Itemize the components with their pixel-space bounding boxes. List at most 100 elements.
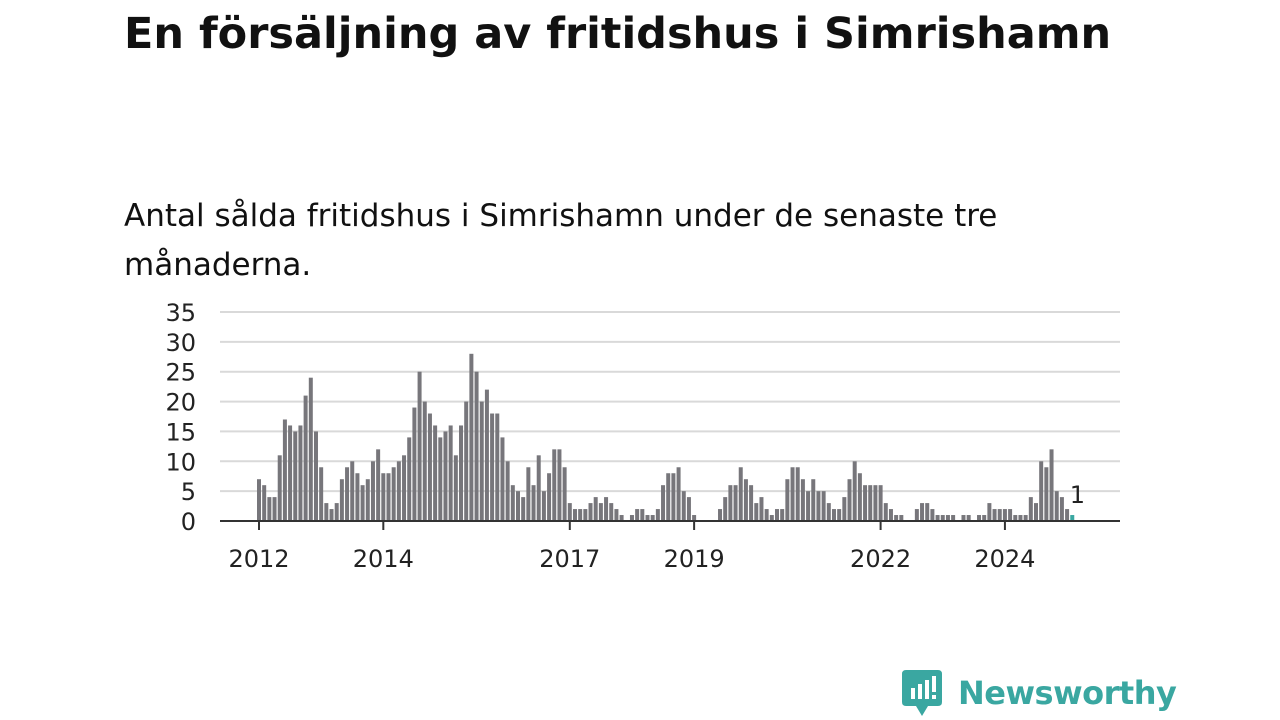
- bar: [775, 509, 779, 521]
- bar: [1049, 449, 1054, 521]
- y-tick-label: 5: [181, 478, 196, 506]
- bar: [484, 389, 489, 521]
- bar: [510, 485, 515, 521]
- bar: [1054, 491, 1059, 521]
- bar: [764, 509, 769, 521]
- bar: [267, 497, 272, 521]
- bar: [376, 449, 381, 521]
- bar: [402, 455, 407, 521]
- bar: [1065, 509, 1070, 521]
- bar: [661, 485, 666, 521]
- bar: [759, 497, 764, 521]
- bar: [780, 509, 785, 521]
- bar: [992, 509, 997, 521]
- bar: [319, 467, 324, 521]
- x-tick-label: 2017: [539, 545, 600, 573]
- bar: [277, 455, 282, 521]
- bar: [360, 485, 365, 521]
- bar: [692, 515, 697, 521]
- bar: [888, 509, 893, 521]
- y-tick-label: 0: [181, 508, 196, 536]
- bar: [262, 485, 267, 521]
- y-tick-label: 20: [165, 389, 196, 417]
- bar: [930, 509, 935, 521]
- bar: [878, 485, 883, 521]
- bar: [474, 371, 479, 521]
- bar: [1023, 515, 1028, 521]
- newsworthy-logo-icon: [902, 670, 942, 716]
- bar: [541, 491, 546, 521]
- bar: [1008, 509, 1013, 521]
- bar: [821, 491, 826, 521]
- bar: [365, 479, 370, 521]
- bar: [894, 515, 899, 521]
- y-tick-label: 30: [165, 329, 196, 357]
- bar: [738, 467, 743, 521]
- bar: [868, 485, 873, 521]
- x-tick-label: 2019: [664, 545, 725, 573]
- bar: [308, 377, 313, 521]
- bar: [500, 437, 505, 521]
- bar: [795, 467, 800, 521]
- bar: [598, 503, 603, 521]
- annotations: 1: [1070, 481, 1085, 509]
- bar: [671, 473, 676, 521]
- bar: [526, 467, 531, 521]
- bar: [847, 479, 852, 521]
- grid-lines: [220, 311, 1120, 493]
- bar: [842, 497, 847, 521]
- bar: [531, 485, 536, 521]
- x-axis-ticks: 2012 2014 2017 2019 2022 2024: [228, 521, 1035, 573]
- y-tick-label: 35: [165, 299, 196, 327]
- bar: [313, 431, 318, 521]
- bar: [806, 491, 811, 521]
- bar: [505, 461, 510, 521]
- bar: [567, 503, 572, 521]
- bar: [257, 479, 261, 521]
- bar: [288, 425, 293, 521]
- bar: [464, 401, 469, 521]
- bar: [655, 509, 660, 521]
- bar: [723, 497, 728, 521]
- x-tick-label: 2022: [850, 545, 911, 573]
- bar: [966, 515, 971, 521]
- bar: [438, 437, 443, 521]
- bar: [552, 449, 557, 521]
- bar: [1059, 497, 1064, 521]
- bar: [593, 497, 598, 521]
- bar: [873, 485, 878, 521]
- chart-title: En försäljning av fritidshus i Simrisham…: [124, 9, 1112, 59]
- bar: [826, 503, 831, 521]
- bar: [303, 395, 308, 521]
- bar: [666, 473, 671, 521]
- bar: [479, 401, 484, 521]
- bar: [816, 491, 821, 521]
- bar: [940, 515, 945, 521]
- bar: [407, 437, 412, 521]
- bar: [417, 371, 422, 521]
- bar: [516, 491, 520, 521]
- bar: [883, 503, 888, 521]
- bar: [811, 479, 816, 521]
- bar: [298, 425, 303, 521]
- y-tick-label: 10: [165, 448, 196, 476]
- bar: [334, 503, 339, 521]
- bar: [293, 431, 298, 521]
- bar: [961, 515, 966, 521]
- bar: [355, 473, 360, 521]
- bar: [433, 425, 438, 521]
- bars: [257, 353, 1075, 521]
- bar: [386, 473, 391, 521]
- bar: [345, 467, 350, 521]
- bar: [899, 515, 904, 521]
- brand-name: Newsworthy: [958, 674, 1177, 712]
- bar: [852, 461, 857, 521]
- bar: [614, 509, 619, 521]
- bar: [490, 413, 495, 521]
- bar: [1039, 461, 1044, 521]
- x-tick-label: 2012: [228, 545, 289, 573]
- bar: [370, 461, 375, 521]
- bar: [329, 509, 334, 521]
- bar: [997, 509, 1002, 521]
